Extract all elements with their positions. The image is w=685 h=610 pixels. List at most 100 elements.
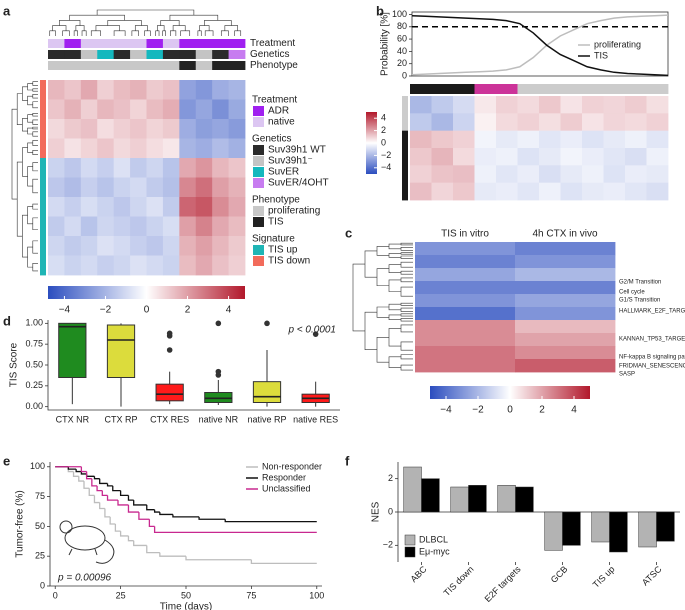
x-tick-label: CTX RES — [150, 414, 189, 424]
annotation-cell — [97, 39, 115, 48]
dendrogram — [400, 324, 413, 333]
x-tick-label: native RES — [293, 414, 338, 424]
legend-swatch — [253, 178, 264, 188]
x-tick-label: 0 — [53, 590, 58, 600]
y-tick-label: 0 — [402, 70, 407, 80]
heatmap-cell — [228, 177, 246, 198]
heatmap-cell — [646, 165, 669, 184]
heatmap-cell — [228, 80, 246, 100]
heatmap-cell — [64, 177, 82, 198]
legend-label: native — [268, 117, 295, 128]
dendrogram — [400, 255, 413, 259]
heatmap-cell — [162, 158, 180, 178]
heatmap-cell — [560, 113, 583, 132]
dendrogram — [32, 81, 38, 86]
heatmap-cell — [195, 216, 213, 237]
heatmap-cell — [646, 182, 669, 201]
annotation-cell — [195, 39, 213, 48]
legend-label: SuvER — [268, 167, 299, 178]
heatmap-cell — [582, 113, 604, 132]
survival-step — [109, 516, 116, 525]
row-label: SASP — [619, 372, 635, 378]
bar — [609, 511, 628, 553]
annotation-cell — [195, 50, 213, 59]
x-tick-label: TIS down — [442, 564, 476, 598]
heatmap-cell — [179, 216, 197, 237]
heatmap-cell — [415, 294, 516, 308]
heatmap-cell — [212, 99, 229, 120]
heatmap-cell — [162, 177, 180, 198]
heatmap-cell — [410, 165, 432, 184]
row-label: HALLMARK_E2F_TARGETS — [619, 309, 685, 315]
legend-swatch — [253, 117, 264, 127]
heatmap-cell — [146, 158, 164, 178]
survival-step — [67, 466, 77, 470]
heatmap-cell — [113, 197, 131, 217]
annotation-cell — [162, 39, 180, 48]
dendrogram — [155, 30, 160, 36]
heatmap-cell — [496, 113, 518, 132]
column-annotation — [603, 84, 626, 94]
y-axis-label: TIS Score — [9, 342, 20, 387]
row-annotation — [402, 96, 408, 114]
colorbar-label: 2 — [381, 125, 386, 135]
legend-label: proliferating — [594, 39, 641, 49]
y-tick-label: 25 — [35, 551, 45, 561]
legend-swatch — [253, 256, 264, 266]
dendrogram — [32, 162, 38, 172]
heatmap-cell — [179, 255, 197, 276]
dendrogram — [22, 86, 28, 101]
mouse-tail — [95, 539, 115, 564]
heatmap-cell — [179, 138, 197, 159]
dendrogram — [172, 25, 186, 31]
heatmap-cell — [515, 294, 616, 308]
dendrogram — [144, 30, 151, 36]
legend-label: TIS — [268, 217, 284, 228]
heatmap-cell — [48, 177, 65, 198]
heatmap-cell — [474, 96, 497, 114]
dendrogram — [388, 253, 401, 258]
dendrogram — [388, 243, 401, 250]
annotation-cell — [40, 138, 46, 159]
heatmap-cell — [431, 182, 454, 201]
dendrogram — [400, 270, 413, 275]
heatmap-cell — [48, 138, 65, 159]
bar — [421, 478, 440, 513]
heatmap-cell — [48, 216, 65, 237]
heatmap-cell — [64, 216, 82, 237]
heatmap-cell — [603, 96, 626, 114]
heatmap-cell — [517, 148, 540, 166]
dendrogram — [32, 217, 38, 231]
y-tick-label: −2 — [383, 540, 393, 550]
heatmap-cell — [212, 216, 229, 237]
heatmap-cell — [228, 138, 246, 159]
heatmap-cell — [646, 130, 669, 149]
heatmap-cell — [431, 96, 454, 114]
panel-letter: c — [345, 225, 352, 240]
annotation-cell — [162, 50, 180, 59]
annotation-cell — [40, 80, 46, 100]
heatmap-cell — [48, 255, 65, 276]
box — [106, 324, 136, 378]
dendrogram — [90, 30, 101, 36]
dendrogram — [400, 277, 413, 283]
survival-step — [99, 478, 108, 485]
legend-label: Unclassified — [262, 483, 311, 493]
annotation-cell — [64, 39, 82, 48]
dendrogram — [32, 101, 38, 109]
row-label: KANNAN_TP53_TARGETS_UP — [619, 337, 685, 343]
bar — [591, 511, 610, 543]
y-tick-label: 50 — [35, 521, 45, 531]
x-tick-label: native NR — [199, 414, 239, 424]
survival-step — [146, 504, 155, 511]
heatmap-cell — [517, 182, 540, 201]
dendrogram — [27, 246, 33, 268]
heatmap-cell — [625, 182, 647, 201]
dendrogram — [113, 30, 126, 36]
dendrogram — [27, 114, 33, 123]
dendrogram — [376, 306, 389, 318]
heatmap-cell — [625, 130, 647, 149]
dendrogram — [199, 25, 210, 31]
heatmap-cell — [515, 255, 616, 269]
bar — [656, 511, 675, 542]
